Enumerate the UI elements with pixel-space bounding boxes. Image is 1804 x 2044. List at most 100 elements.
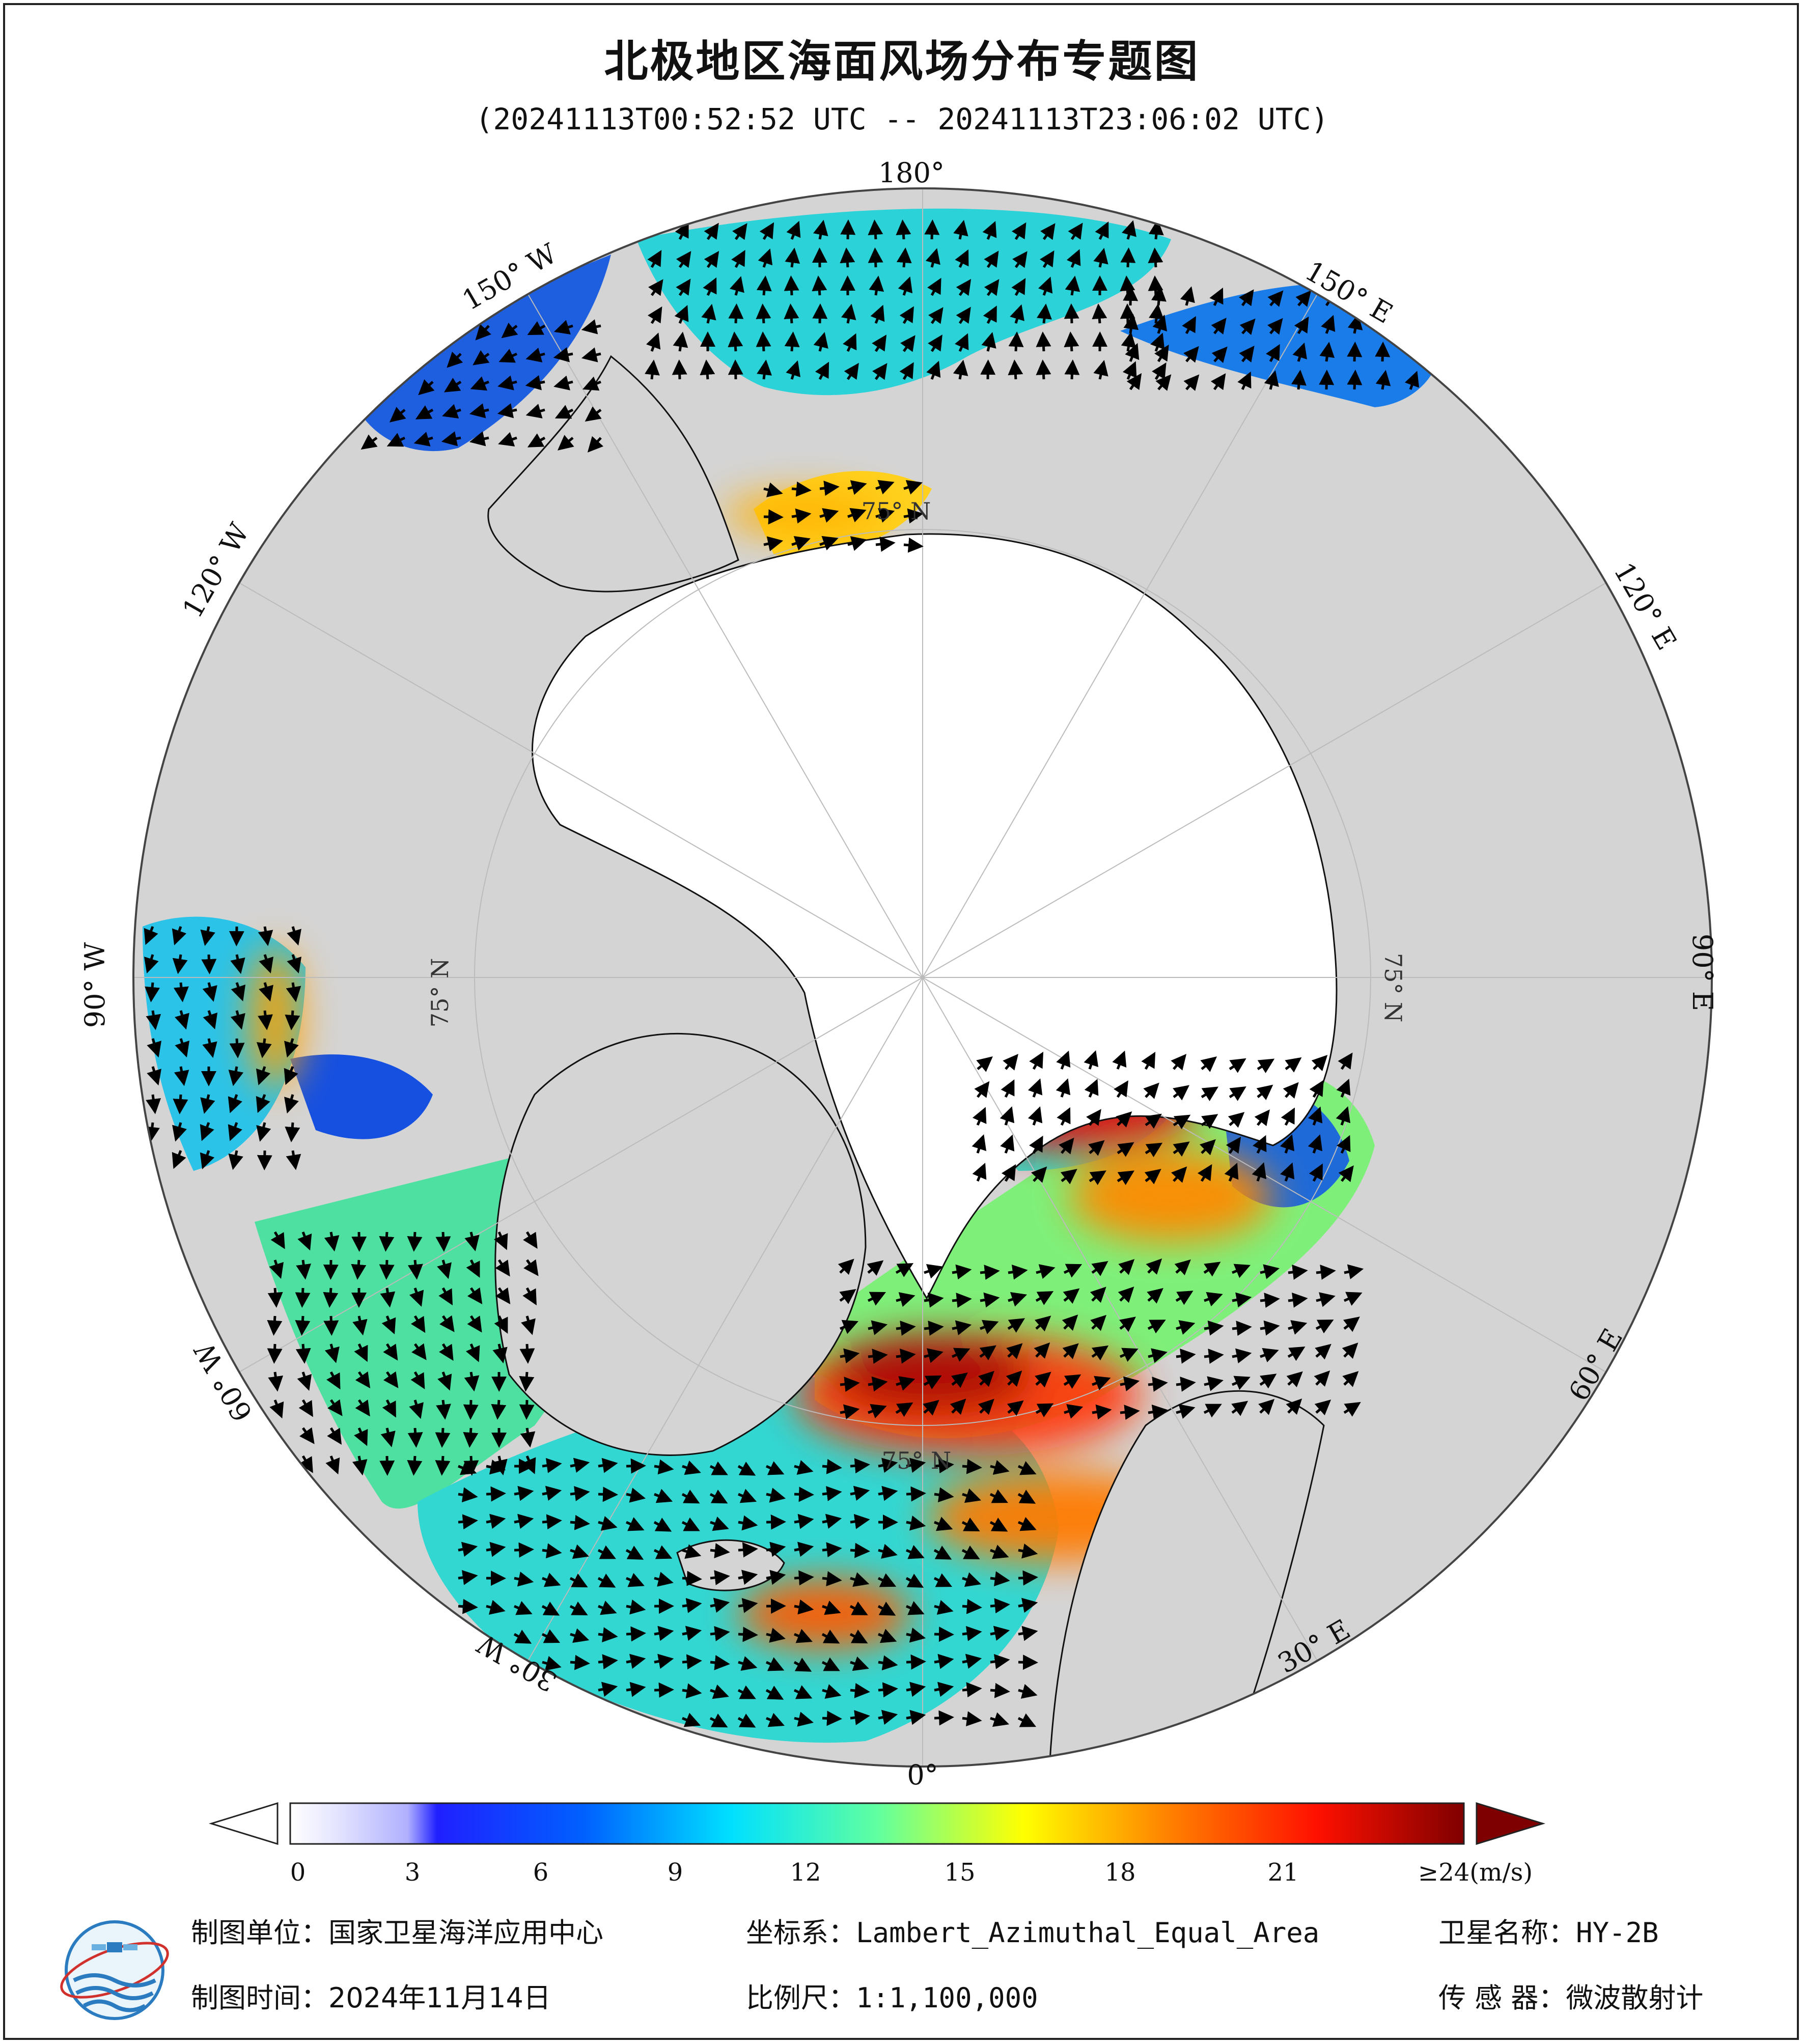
wind-arrow xyxy=(1011,278,1026,296)
lon-label-90w: 90° W xyxy=(79,942,111,1028)
wind-arrow xyxy=(682,1626,702,1641)
wind-arrow xyxy=(1059,1137,1074,1155)
wind-arrow xyxy=(1126,373,1142,390)
wind-arrow xyxy=(542,1458,562,1473)
wind-arrow xyxy=(498,432,517,447)
wind-arrow xyxy=(1260,1320,1280,1336)
wind-arrow xyxy=(732,223,747,240)
polar-map: 180° 150° E 120° E 90° E 60° E 30° E 0° … xyxy=(79,157,1718,1791)
wind-arrow xyxy=(475,324,491,341)
wind-arrow xyxy=(849,1629,868,1644)
wind-arrow xyxy=(934,1487,954,1503)
scale-label: 比例尺： xyxy=(746,1982,856,2014)
wind-arrow xyxy=(298,1399,313,1417)
wind-arrow xyxy=(256,1122,271,1142)
wind-arrow xyxy=(850,1656,869,1671)
wind-arrow xyxy=(268,1371,284,1392)
wind-arrow xyxy=(875,508,895,523)
wind-arrow xyxy=(1173,1085,1190,1101)
satellite-info: 卫星名称：HY-2B xyxy=(1438,1910,1659,1950)
wind-arrow xyxy=(287,926,301,946)
wind-arrow xyxy=(924,1348,943,1363)
wind-arrow xyxy=(1183,346,1199,363)
wind-arrow xyxy=(570,1655,590,1670)
wind-arrow xyxy=(923,1399,939,1416)
wind-arrow xyxy=(1017,1461,1037,1475)
wind-arrow xyxy=(701,303,716,324)
wind-arrow xyxy=(1017,1713,1037,1727)
wind-arrow xyxy=(1012,251,1028,268)
wind-arrow xyxy=(700,359,715,380)
wind-arrow xyxy=(581,347,601,362)
wind-arrow xyxy=(928,334,942,352)
satellite-label: 卫星名称： xyxy=(1438,1917,1576,1949)
wind-arrow xyxy=(905,1574,924,1588)
wind-arrow xyxy=(682,1654,702,1670)
wind-arrow xyxy=(1252,1162,1267,1182)
wind-arrow xyxy=(172,1122,187,1142)
wind-arrow xyxy=(1286,1398,1302,1415)
wind-arrow xyxy=(794,1514,814,1529)
wind-arrow xyxy=(989,1489,1008,1503)
wind-arrow xyxy=(598,1627,618,1642)
wind-arrow xyxy=(1037,303,1052,324)
wind-arrow xyxy=(952,1320,972,1335)
wind-arrow xyxy=(486,1514,506,1529)
wind-arrow xyxy=(1309,1163,1323,1182)
wind-arrow xyxy=(962,1654,982,1669)
wind-arrow xyxy=(1035,1291,1054,1305)
wind-arrow xyxy=(794,1570,814,1586)
wind-arrow xyxy=(763,482,783,497)
wind-arrow xyxy=(906,1682,926,1697)
wind-arrow xyxy=(728,359,743,380)
wind-arrow xyxy=(228,1066,244,1086)
wind-arrow xyxy=(256,1094,270,1113)
wind-arrow xyxy=(1204,1320,1224,1336)
wind-arrow xyxy=(230,954,245,974)
wind-arrow xyxy=(407,1231,423,1252)
wind-arrow xyxy=(597,1574,616,1588)
wind-arrow xyxy=(542,1573,561,1587)
wind-arrow xyxy=(1237,371,1252,390)
wind-arrow xyxy=(1018,1543,1038,1559)
wind-arrow xyxy=(327,1427,342,1445)
wind-arrow xyxy=(1173,1114,1191,1130)
wind-arrow xyxy=(924,1264,943,1279)
wind-arrow xyxy=(822,1684,842,1699)
wind-arrow xyxy=(1232,1264,1251,1278)
wind-arrow xyxy=(648,279,663,296)
wind-arrow xyxy=(791,508,812,524)
wind-arrow xyxy=(1011,222,1026,240)
wind-arrow xyxy=(525,404,545,418)
wind-arrow xyxy=(710,1598,730,1613)
wind-arrow xyxy=(519,1371,535,1392)
wind-arrow xyxy=(896,1376,915,1391)
wind-arrow xyxy=(872,363,887,380)
wind-arrow xyxy=(1144,1169,1161,1185)
scale-value: 1:1,100,000 xyxy=(856,1982,1038,2014)
wind-arrow xyxy=(990,1654,1010,1669)
wind-arrow xyxy=(934,1517,953,1531)
wind-arrow xyxy=(906,1710,926,1725)
wind-arrow xyxy=(383,1371,399,1388)
wind-arrow xyxy=(436,1399,451,1420)
wind-arrow xyxy=(625,1517,645,1531)
colorbar-unit: ≥24(m/s) xyxy=(1418,1858,1533,1887)
wind-arrow xyxy=(295,1287,311,1308)
wind-arrow xyxy=(469,431,489,446)
colorbar-tick-18: 18 xyxy=(1104,1858,1136,1887)
wind-arrow xyxy=(926,360,941,380)
wind-arrow xyxy=(1018,1684,1038,1699)
wind-arrow xyxy=(786,360,801,380)
wind-arrow xyxy=(896,219,911,240)
wind-arrow xyxy=(906,1458,926,1473)
wind-arrow xyxy=(1064,359,1080,380)
wind-arrow xyxy=(653,1545,673,1559)
wind-arrow xyxy=(709,1461,728,1475)
wind-arrow xyxy=(1093,360,1108,380)
wind-arrow xyxy=(1314,1370,1330,1387)
wind-arrow xyxy=(972,1107,987,1126)
wind-arrow xyxy=(1154,344,1169,362)
wind-arrow xyxy=(951,1373,968,1388)
wind-arrow xyxy=(895,1402,913,1417)
